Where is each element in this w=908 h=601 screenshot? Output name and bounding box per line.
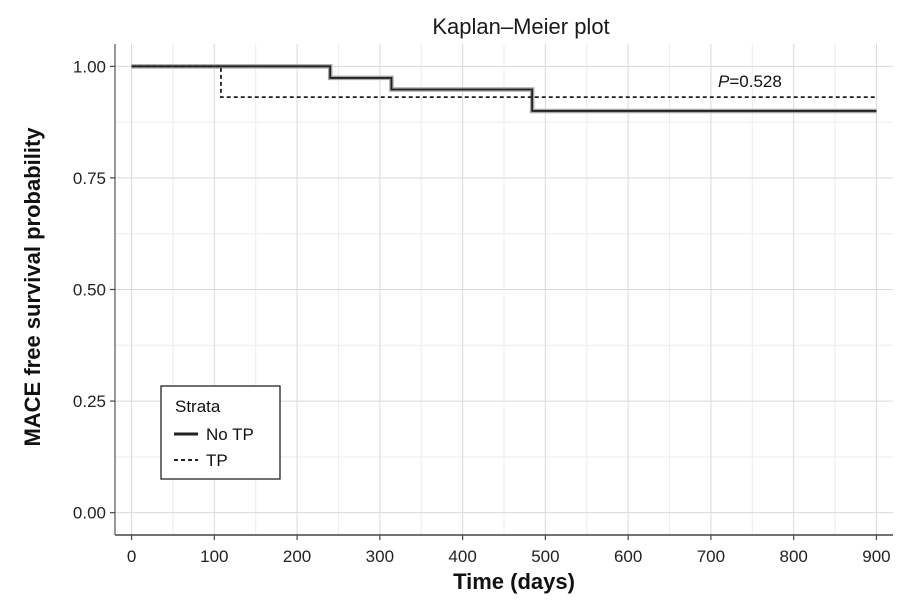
x-tick-label: 500 [531, 547, 559, 566]
p-value-symbol: P [718, 72, 730, 91]
legend: Strata No TP TP [160, 385, 281, 480]
series-tp-line [131, 65, 877, 99]
x-axis-ticks: 0 100 200 300 400 500 600 700 800 900 [127, 535, 891, 566]
x-tick-label: 200 [283, 547, 311, 566]
legend-label-no-tp: No TP [206, 425, 254, 444]
y-axis-label: MACE free survival probability [20, 127, 45, 447]
x-tick-label: 900 [862, 547, 890, 566]
y-tick-label: 0.75 [73, 169, 106, 188]
series-layer [131, 64, 877, 114]
p-value-annotation: P=0.528 [718, 72, 782, 91]
x-tick-label: 100 [200, 547, 228, 566]
y-tick-label: 0.50 [73, 281, 106, 300]
gridlines [115, 44, 893, 535]
y-tick-label: 1.00 [73, 57, 106, 76]
series-no-tp-line [131, 65, 877, 112]
x-tick-label: 0 [127, 547, 136, 566]
y-axis-ticks: 0.00 0.25 0.50 0.75 1.00 [73, 57, 115, 523]
x-tick-label: 700 [697, 547, 725, 566]
x-tick-label: 400 [448, 547, 476, 566]
x-axis-label: Time (days) [453, 569, 575, 594]
legend-label-tp: TP [206, 451, 228, 470]
y-tick-label: 0.25 [73, 392, 106, 411]
p-value-text: =0.528 [729, 72, 781, 91]
chart-title: Kaplan–Meier plot [432, 14, 609, 39]
x-tick-label: 800 [779, 547, 807, 566]
x-tick-label: 300 [366, 547, 394, 566]
y-tick-label: 0.00 [73, 504, 106, 523]
legend-title: Strata [175, 397, 221, 416]
x-tick-label: 600 [614, 547, 642, 566]
